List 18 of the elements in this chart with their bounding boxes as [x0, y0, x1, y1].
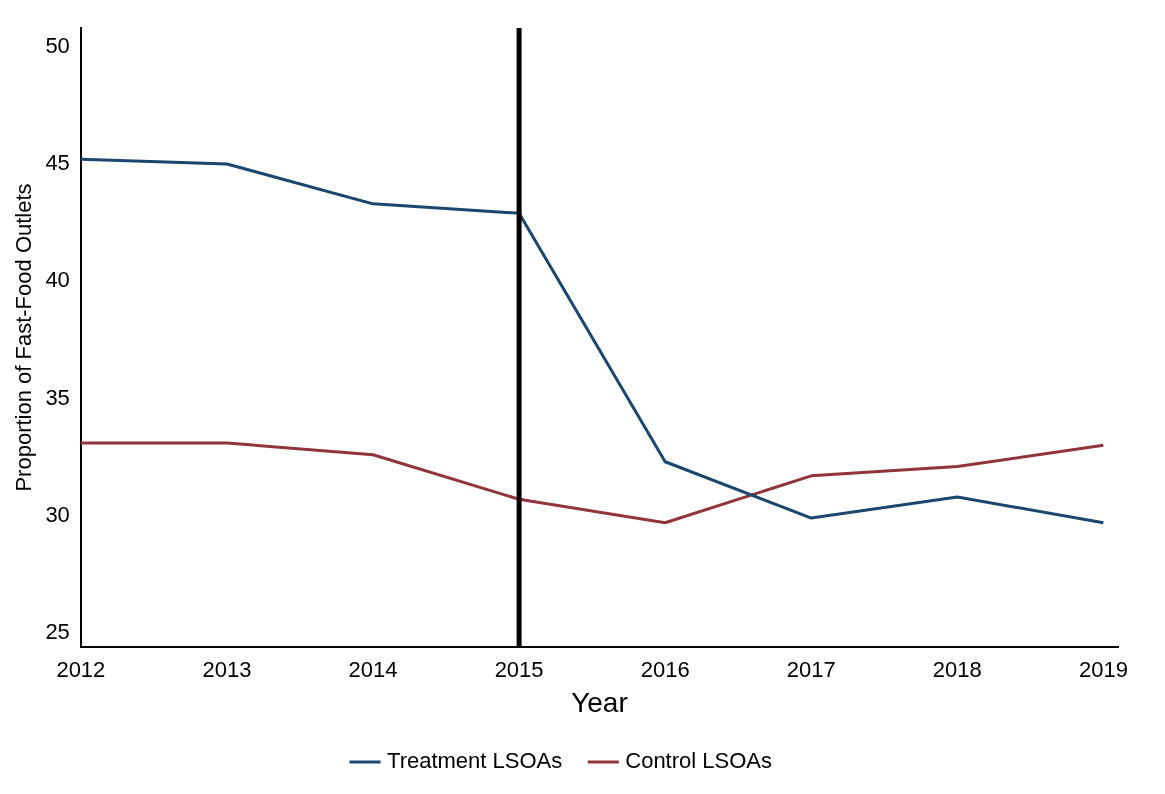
legend-label: Treatment LSOAs: [387, 748, 563, 774]
x-tick-label: 2019: [1078, 657, 1128, 683]
legend-label: Control LSOAs: [625, 748, 772, 774]
x-axis-title: Year: [571, 686, 628, 718]
x-tick-label: 2013: [202, 657, 252, 683]
y-tick-label: 50: [45, 32, 70, 58]
x-tick-label: 2014: [348, 657, 398, 683]
x-tick-label: 2015: [494, 657, 544, 683]
x-tick-label: 2016: [640, 657, 690, 683]
y-axis-title: Proportion of Fast-Food Outlets: [11, 183, 37, 492]
y-tick-label: 45: [45, 150, 70, 176]
x-tick-label: 2012: [56, 657, 106, 683]
y-tick-label: 40: [45, 267, 70, 293]
y-tick-label: 35: [45, 384, 70, 410]
y-tick-label: 25: [45, 618, 70, 644]
x-tick-label: 2018: [932, 657, 982, 683]
x-tick-label: 2017: [786, 657, 836, 683]
y-tick-label: 30: [45, 501, 70, 527]
